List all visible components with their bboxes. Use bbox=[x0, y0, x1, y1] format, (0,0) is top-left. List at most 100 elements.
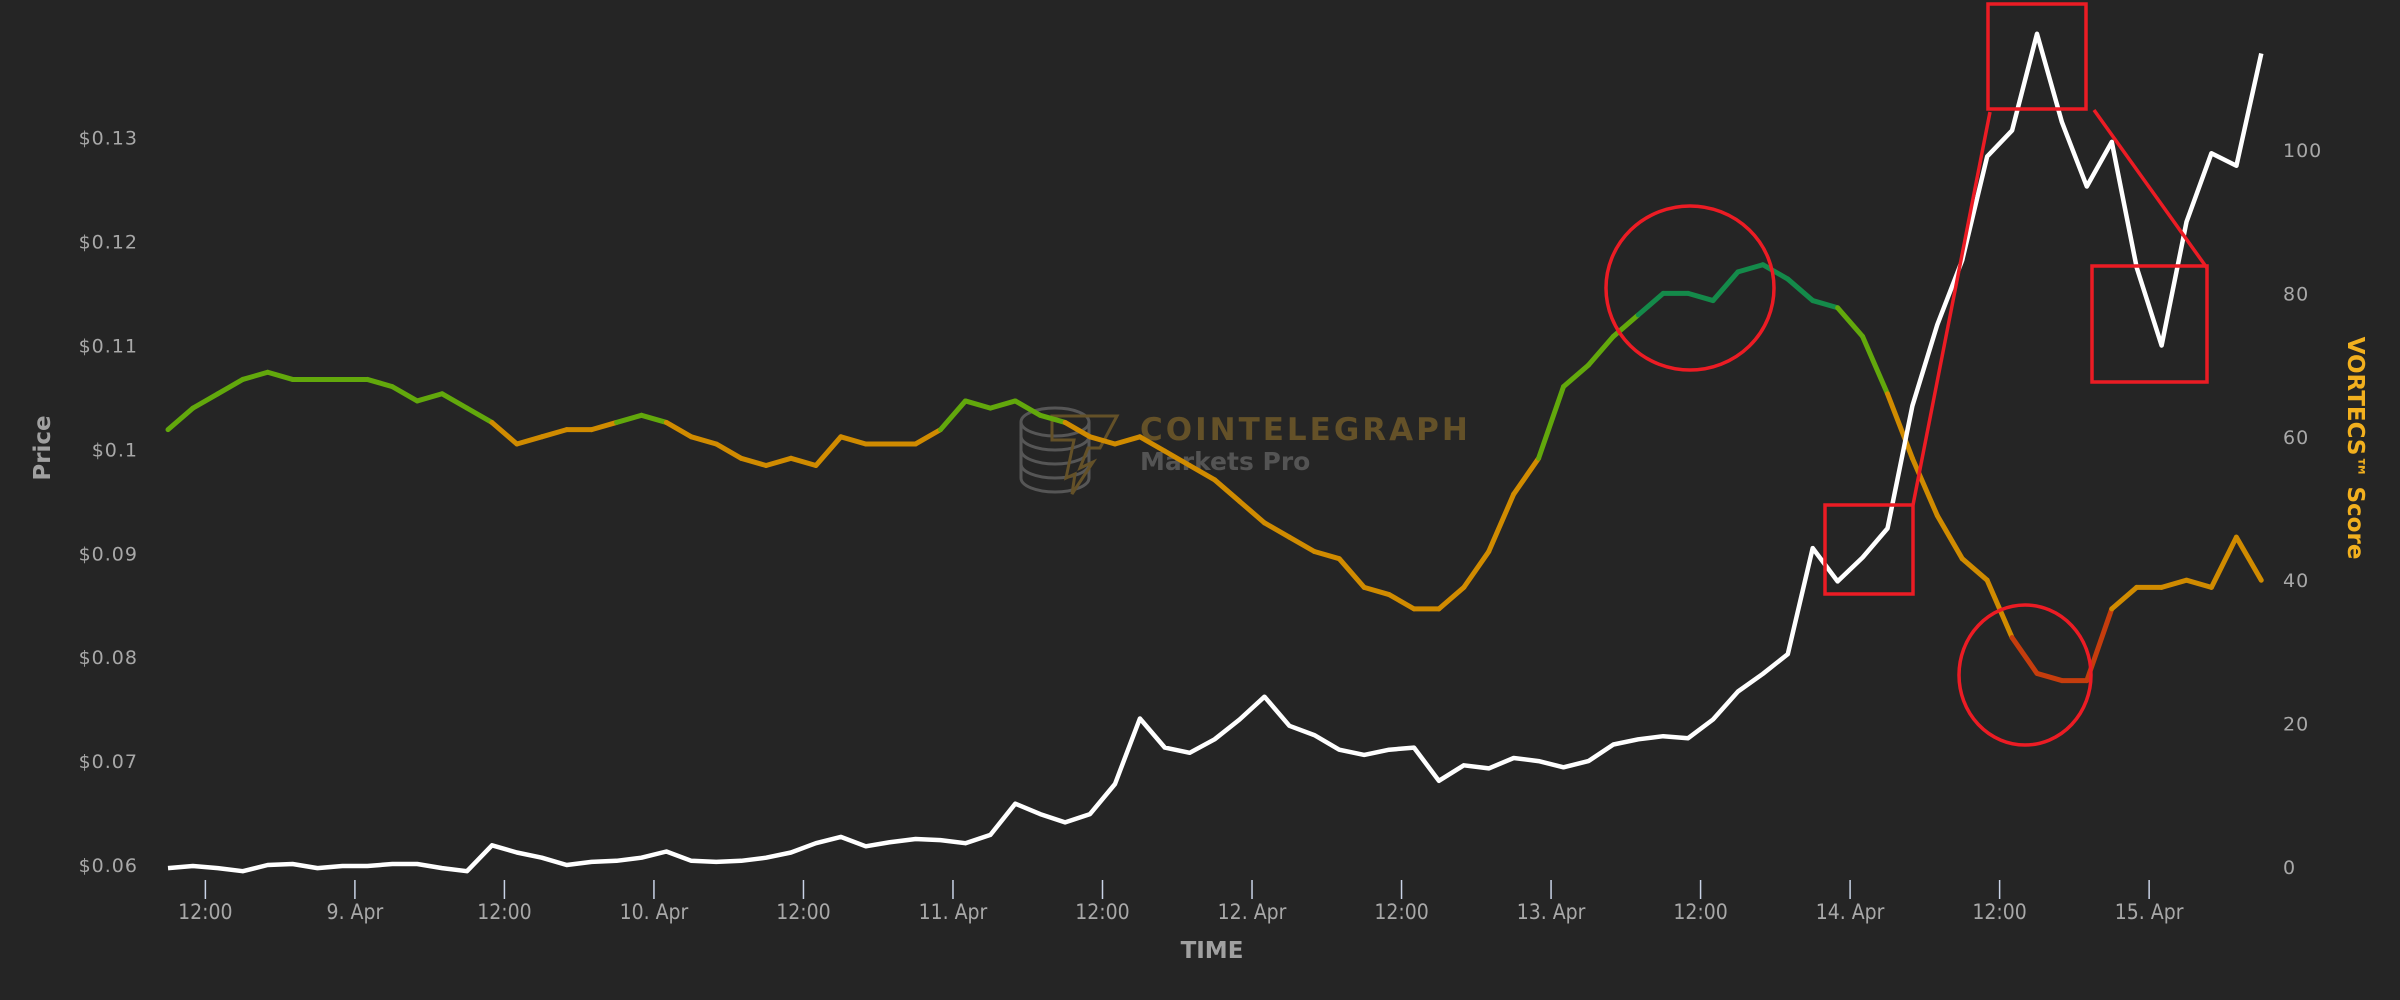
score-segment bbox=[265, 369, 296, 382]
x-tick-label: 12:00 bbox=[1972, 900, 2026, 924]
price-axis: $0.06 $0.07 $0.08 $0.09 $0.1 $0.11 $0.12 $0.13 bbox=[79, 128, 138, 877]
score-segment bbox=[1909, 455, 1940, 519]
score-segment bbox=[1959, 556, 1990, 583]
score-segment bbox=[1187, 462, 1218, 483]
score-segment bbox=[813, 434, 844, 468]
score-segment bbox=[1710, 269, 1741, 304]
score-segment bbox=[1735, 262, 1766, 275]
annotation-box-breakout bbox=[1823, 503, 1915, 596]
score-segment bbox=[688, 434, 719, 447]
price-tick-label: $0.09 bbox=[79, 543, 138, 565]
score-segment bbox=[738, 455, 769, 468]
score-segment bbox=[838, 434, 869, 447]
x-tick-label: 13. Apr bbox=[1517, 900, 1586, 924]
score-segment bbox=[1311, 549, 1342, 562]
score-segment bbox=[1835, 305, 1866, 339]
score-segment bbox=[1436, 584, 1467, 612]
score-segment bbox=[987, 398, 1018, 411]
x-tick-label: 9. Apr bbox=[327, 900, 384, 924]
annotation-circle-score-peak bbox=[1604, 204, 1776, 372]
x-tick-label: 12:00 bbox=[1673, 900, 1727, 924]
watermark-title: COINTELEGRAPH bbox=[1140, 412, 1471, 448]
score-segment bbox=[190, 391, 221, 411]
x-tick-label: 12:00 bbox=[178, 900, 232, 924]
score-segment bbox=[165, 405, 196, 433]
score-segment bbox=[464, 405, 495, 425]
score-segment bbox=[1087, 434, 1118, 447]
score-segment bbox=[713, 441, 744, 461]
score-segment bbox=[1261, 520, 1292, 540]
annotation-circle-score-dip bbox=[1957, 603, 2093, 747]
score-segment bbox=[763, 455, 794, 468]
score-segment bbox=[1336, 556, 1367, 590]
score-segment bbox=[514, 434, 545, 447]
score-axis-title: VORTECS™ Score bbox=[2342, 337, 2368, 560]
score-segment bbox=[414, 391, 445, 404]
score-segment bbox=[1760, 262, 1791, 282]
score-segment bbox=[1585, 333, 1616, 368]
score-segment bbox=[1610, 312, 1641, 339]
score-segment bbox=[240, 369, 271, 382]
x-tick-label: 12. Apr bbox=[1218, 900, 1287, 924]
score-segment bbox=[2034, 670, 2065, 684]
score-segment bbox=[1162, 448, 1193, 468]
x-tick-label: 14. Apr bbox=[1816, 900, 1885, 924]
price-tick-label: $0.08 bbox=[79, 647, 138, 669]
score-segment bbox=[2009, 635, 2040, 676]
score-segment bbox=[1286, 534, 1317, 555]
score-tick-label: 100 bbox=[2283, 140, 2322, 162]
score-tick-label: 40 bbox=[2283, 570, 2309, 592]
cointelegraph-watermark: COINTELEGRAPH Markets Pro bbox=[1019, 406, 1471, 495]
score-segment bbox=[2159, 577, 2190, 590]
score-segment bbox=[1461, 549, 1492, 590]
score-segment bbox=[614, 412, 644, 425]
score-segment bbox=[1037, 412, 1068, 425]
x-tick-label: 15. Apr bbox=[2115, 900, 2184, 924]
annotation-line-rise bbox=[1911, 111, 1992, 506]
score-segment bbox=[938, 398, 968, 433]
score-segment bbox=[1685, 290, 1716, 304]
price-tick-label: $0.12 bbox=[79, 232, 138, 254]
score-segment bbox=[1137, 434, 1168, 454]
score-segment bbox=[1361, 584, 1392, 598]
score-segment bbox=[215, 376, 246, 397]
score-segment bbox=[1112, 434, 1143, 447]
score-segment bbox=[1536, 384, 1567, 461]
score-segment bbox=[1785, 276, 1816, 304]
price-tick-label: $0.13 bbox=[79, 128, 138, 150]
score-segment bbox=[589, 419, 620, 433]
score-segment bbox=[1386, 592, 1417, 612]
score-segment bbox=[1511, 455, 1542, 497]
score-segment bbox=[2208, 534, 2239, 590]
score-segment bbox=[439, 391, 470, 411]
x-tick-label: 12:00 bbox=[776, 900, 830, 924]
score-segment bbox=[2109, 584, 2140, 612]
score-segment bbox=[638, 412, 669, 425]
price-axis-title: Price bbox=[30, 415, 56, 480]
score-axis: 0 20 40 60 80 100 bbox=[2283, 140, 2322, 879]
price-tick-label: $0.07 bbox=[79, 751, 138, 773]
score-segment bbox=[2233, 534, 2264, 583]
score-segment bbox=[788, 455, 819, 468]
score-segment bbox=[489, 419, 520, 447]
score-tick-label: 80 bbox=[2283, 283, 2309, 305]
price-tick-label: $0.06 bbox=[79, 855, 138, 877]
score-tick-label: 60 bbox=[2283, 427, 2309, 449]
score-tick-label: 20 bbox=[2283, 714, 2309, 736]
x-tick-label: 12:00 bbox=[477, 900, 531, 924]
x-tick-label: 10. Apr bbox=[620, 900, 689, 924]
x-tick-label: 11. Apr bbox=[919, 900, 988, 924]
score-segment bbox=[1884, 391, 1915, 461]
price-tick-label: $0.11 bbox=[79, 336, 138, 358]
annotation-box-price-top bbox=[1986, 2, 2088, 111]
score-segment bbox=[2184, 577, 2214, 590]
score-segment bbox=[1635, 290, 1666, 318]
score-segment bbox=[539, 427, 570, 440]
x-tick-label: 12:00 bbox=[1374, 900, 1428, 924]
time-axis: 12:00 9. Apr 12:00 10. Apr 12:00 11. Apr 12:00… bbox=[178, 880, 2184, 924]
score-segment bbox=[1237, 498, 1267, 526]
score-segment bbox=[1486, 491, 1517, 555]
score-segment bbox=[1012, 398, 1043, 418]
score-segment bbox=[1212, 477, 1243, 504]
score-segment bbox=[1934, 513, 1965, 562]
